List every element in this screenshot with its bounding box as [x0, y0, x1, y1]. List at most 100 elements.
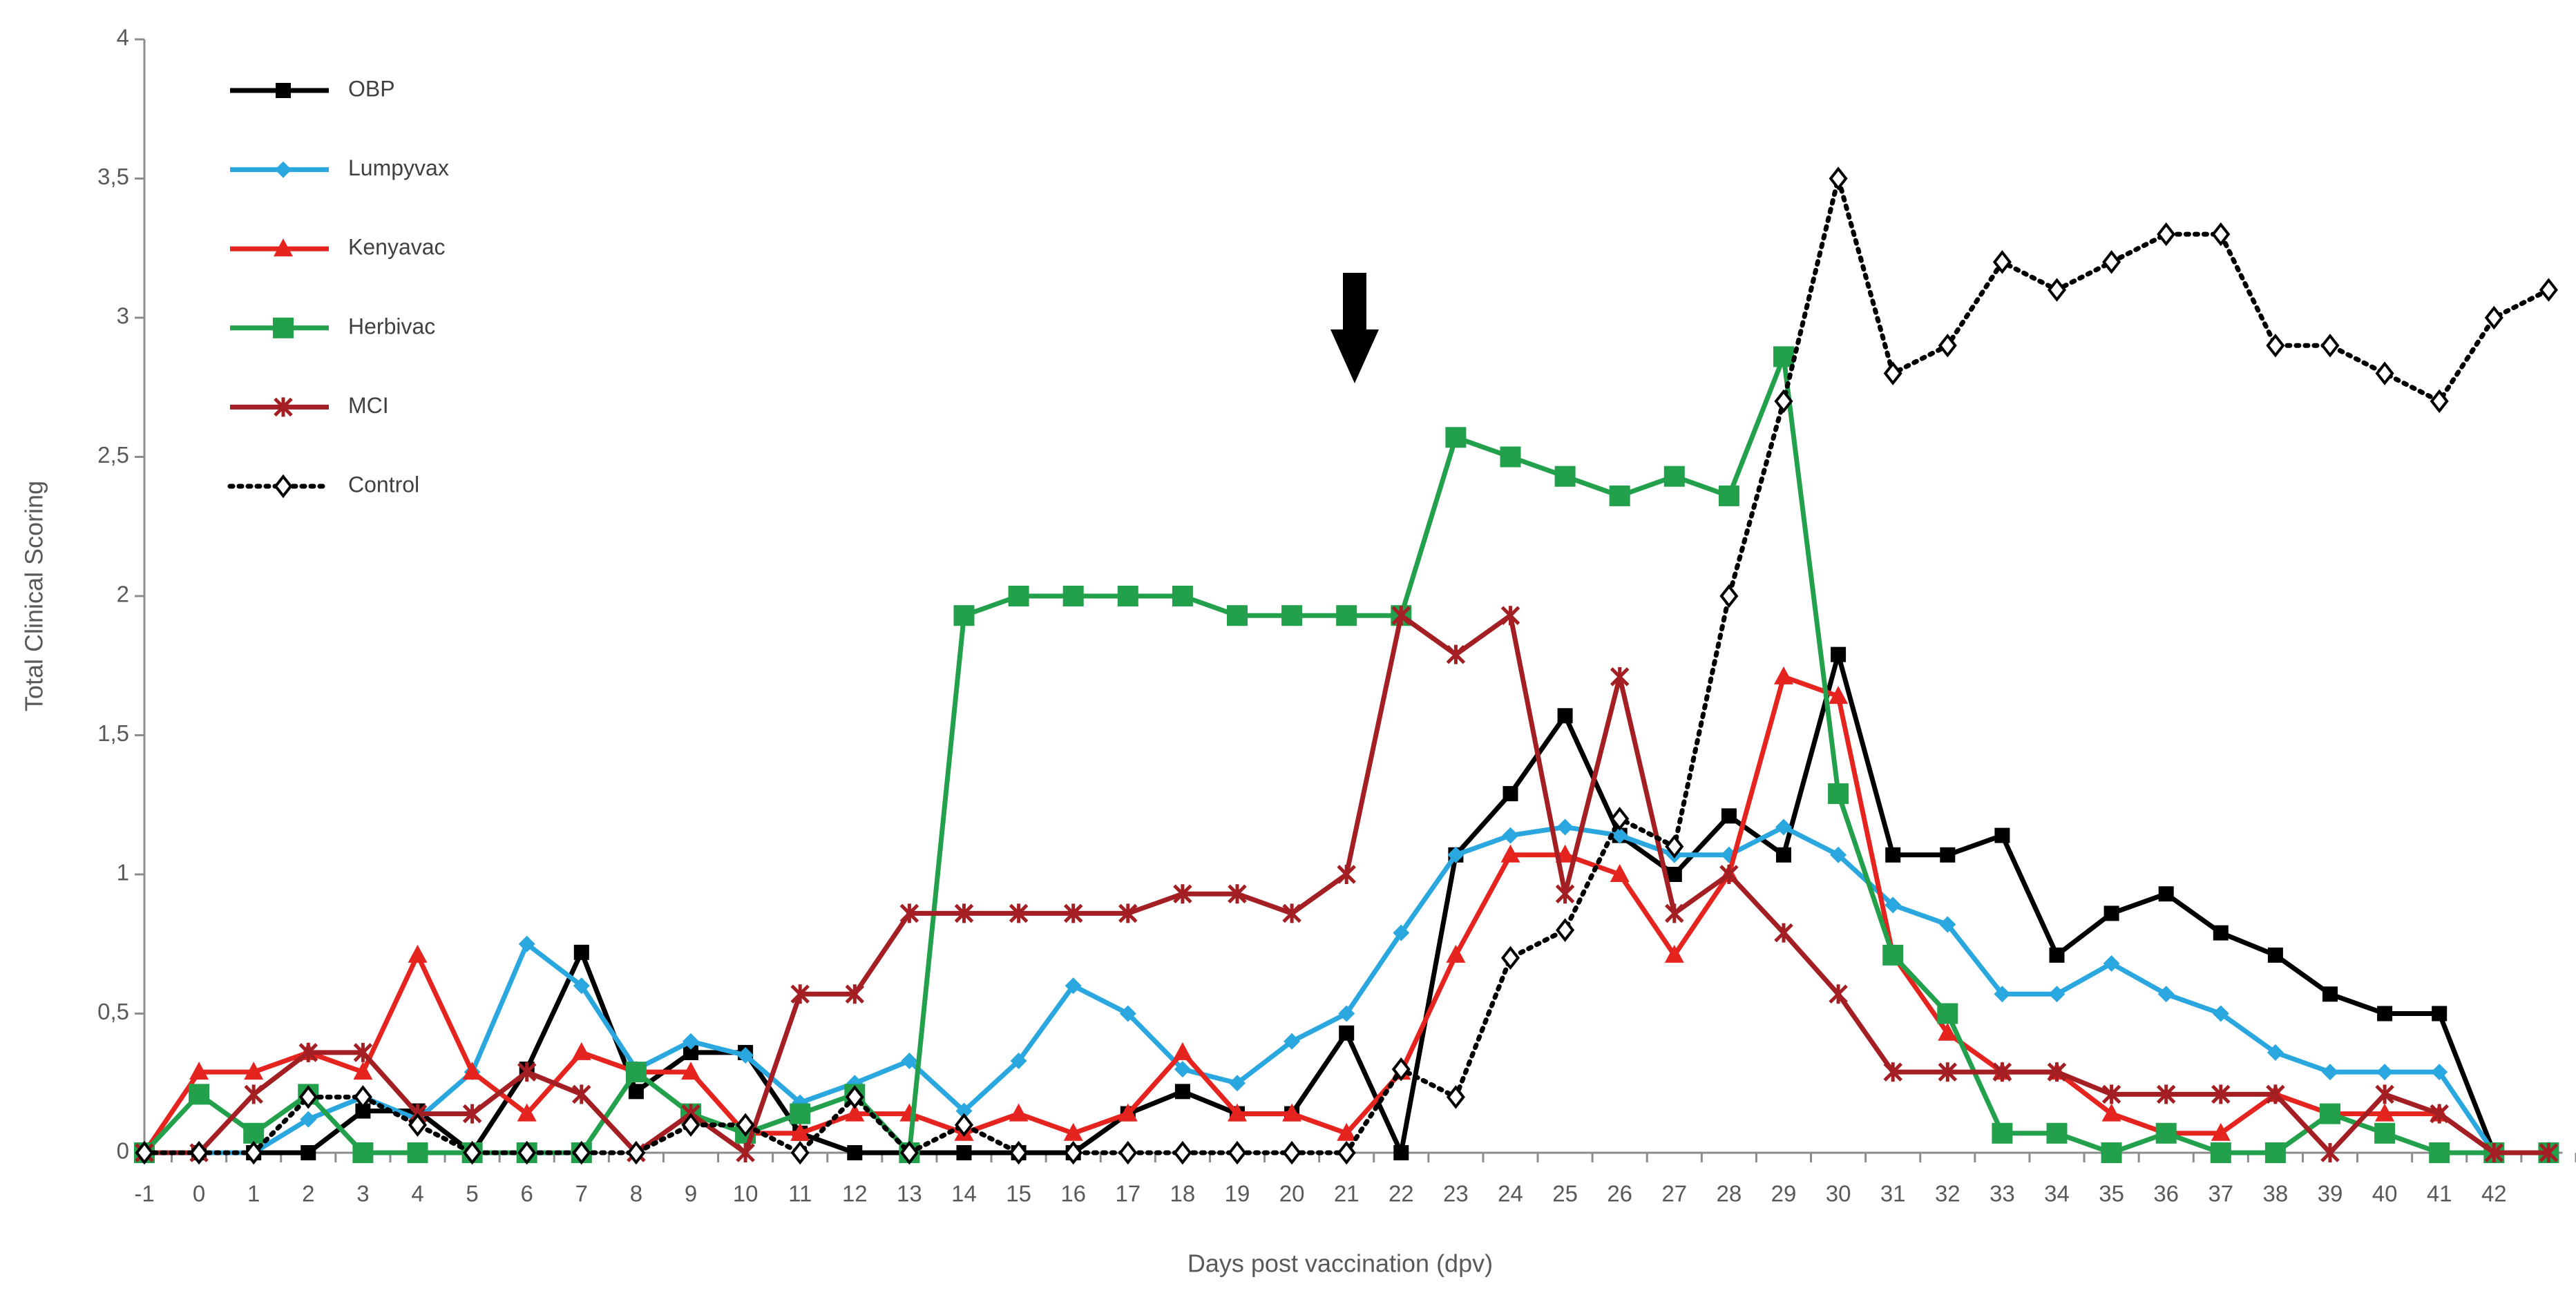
point: [517, 1140, 537, 1165]
point: [1828, 783, 1849, 805]
point: [2101, 1142, 2122, 1163]
x-tick-label: 23: [1443, 1181, 1469, 1207]
legend-item: Herbivac: [230, 314, 435, 338]
legend-item: Control: [227, 472, 419, 499]
point: [2375, 361, 2394, 385]
point: [573, 944, 589, 960]
legend-item: Lumpyvax: [230, 155, 449, 180]
y-tick-label: 1,5: [97, 720, 129, 746]
point: [2377, 1006, 2393, 1022]
point: [1228, 884, 1247, 904]
y-tick-label: 1: [117, 860, 129, 885]
point: [2322, 1064, 2338, 1081]
point: [1447, 846, 1464, 863]
point: [1009, 1140, 1029, 1165]
point: [300, 1111, 317, 1128]
y-tick-label: 3,5: [97, 164, 129, 189]
point: [244, 1062, 264, 1080]
point: [1831, 646, 1847, 662]
point: [353, 1042, 373, 1062]
point: [1554, 466, 1576, 487]
point: [955, 1102, 973, 1120]
point: [899, 903, 919, 923]
x-tick-label: 28: [1717, 1181, 1742, 1207]
point: [2211, 1084, 2231, 1104]
point: [2156, 1084, 2176, 1104]
point: [628, 1084, 644, 1100]
point: [572, 1084, 591, 1104]
point: [1118, 903, 1138, 923]
point: [2211, 222, 2231, 247]
x-tick-label: -1: [134, 1181, 154, 1207]
point: [1938, 1062, 1958, 1082]
point: [1227, 605, 1248, 626]
point: [1938, 1022, 1958, 1041]
x-tick-label: 15: [1006, 1181, 1031, 1207]
point: [1939, 916, 1956, 933]
x-tick-label: 5: [466, 1181, 478, 1207]
point: [2049, 947, 2065, 963]
point: [2101, 1103, 2121, 1122]
x-tick-label: 11: [788, 1181, 812, 1207]
point: [845, 1103, 865, 1122]
point: [1992, 1062, 2012, 1082]
point: [1663, 466, 1685, 487]
point: [1830, 846, 1847, 863]
point: [1229, 1075, 1246, 1092]
x-tick-label: 9: [685, 1181, 697, 1207]
point: [244, 1084, 263, 1104]
point: [1721, 808, 1737, 824]
point: [1446, 944, 1466, 963]
point: [1008, 586, 1029, 606]
x-tick-label: 29: [1771, 1181, 1797, 1207]
point: [2157, 986, 2175, 1003]
point: [899, 1140, 919, 1165]
x-tick-label: 17: [1115, 1181, 1141, 1207]
point: [1829, 984, 1848, 1004]
point: [1337, 865, 1356, 884]
x-tick-label: 24: [1498, 1181, 1523, 1207]
x-tick-label: 21: [1334, 1181, 1359, 1207]
legend-label: Lumpyvax: [348, 155, 449, 180]
point: [2375, 1084, 2394, 1104]
point: [1610, 807, 1630, 831]
point: [2048, 986, 2065, 1003]
x-tick-label: 7: [575, 1181, 588, 1207]
point: [1994, 827, 2010, 843]
point: [353, 1062, 373, 1080]
legend-label: OBP: [348, 76, 395, 101]
legend-marker: [273, 317, 294, 338]
point: [683, 1033, 699, 1050]
point: [1885, 897, 1902, 914]
point: [2211, 1122, 2231, 1141]
x-tick-label: 0: [193, 1181, 205, 1207]
point: [627, 1140, 646, 1165]
point: [1719, 584, 1739, 608]
point: [2267, 1044, 2284, 1061]
point: [408, 944, 428, 963]
point: [2267, 947, 2283, 963]
x-tick-label: 34: [2044, 1181, 2070, 1207]
point: [1500, 606, 1520, 626]
point: [1282, 903, 1301, 923]
point: [790, 984, 810, 1004]
x-tick-label: 14: [951, 1181, 977, 1207]
arrow-shaft: [1343, 273, 1366, 329]
legend-marker: [274, 238, 293, 257]
x-tick-label: 27: [1661, 1181, 1687, 1207]
legend-label: Herbivac: [348, 314, 435, 338]
point: [1173, 1140, 1192, 1165]
point: [2103, 955, 2120, 972]
point: [2430, 1104, 2449, 1124]
point: [408, 1113, 428, 1137]
x-tick-label: 36: [2153, 1181, 2179, 1207]
point: [2484, 1143, 2504, 1162]
point: [1502, 786, 1518, 802]
point: [2103, 905, 2119, 921]
point: [2432, 1006, 2448, 1022]
point: [1883, 361, 1902, 385]
point: [1118, 1140, 1138, 1165]
arrow-head: [1330, 329, 1379, 383]
point: [956, 1145, 972, 1160]
point: [300, 1145, 316, 1160]
